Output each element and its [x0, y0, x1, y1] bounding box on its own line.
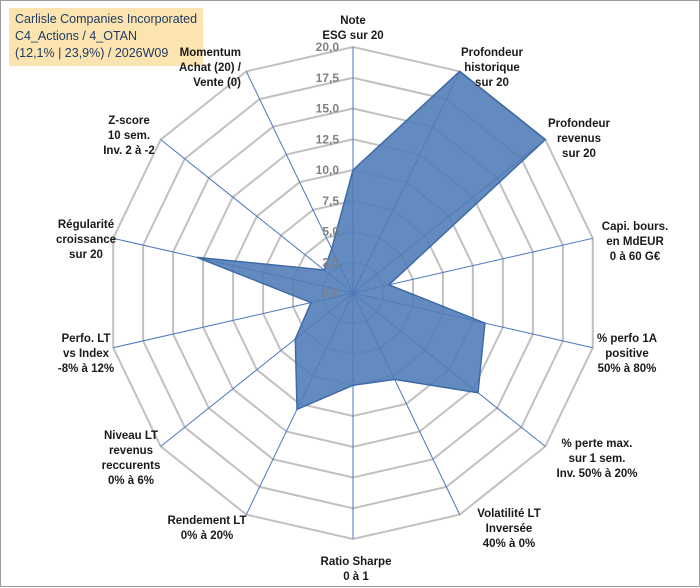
label-layer: Note ESG sur 20 Profondeur historique sur 20… — [56, 15, 668, 583]
axis-label: Niveau LT revenus reccurents 0% à 6% — [102, 430, 161, 487]
axis-label: % perte max. sur 1 sem. Inv. 50% à 20% — [557, 438, 638, 480]
series-polygon — [196, 70, 547, 411]
tick-label: 0,0 — [322, 286, 339, 300]
axis-label-line: Vente (0) — [193, 77, 241, 89]
axis-spoke — [160, 139, 354, 294]
series-layer — [196, 70, 547, 411]
axis-label-line: Inv. 2 à -2 — [103, 145, 155, 157]
axis-label-line: Z-score — [108, 115, 150, 127]
axis-label-line: 0% à 6% — [108, 475, 154, 487]
axis-label: Profondeur historique sur 20 — [461, 47, 523, 89]
axis-label: Ratio Sharpe 0 à 1 — [321, 556, 392, 583]
axis-label: Z-score 10 sem. Inv. 2 à -2 — [103, 115, 155, 157]
tick-label: 5,0 — [322, 225, 339, 239]
tick-label: 10,0 — [316, 163, 340, 177]
axis-label-line: Achat (20) / — [179, 62, 242, 74]
tick-layer: 0,0 2,5 5,0 7,5 10,0 12,5 15,0 17,5 20,0 — [316, 40, 340, 300]
axis-label-line: % perte max. — [562, 438, 633, 450]
axis-label-line: Note — [340, 15, 366, 27]
axis-label-line: Momentum — [180, 47, 241, 59]
axis-label-line: Régularité — [58, 219, 114, 231]
axis-label-line: 0 à 60 G€ — [610, 251, 661, 263]
title-line-1: Carlisle Companies Incorporated — [15, 12, 198, 26]
axis-label-line: Volatilité LT — [477, 508, 540, 520]
axis-label-line: -8% à 12% — [58, 363, 114, 375]
axis-label-line: 40% à 0% — [483, 538, 535, 550]
axis-label: % perfo 1A positive 50% à 80% — [597, 333, 657, 375]
axis-label-line: revenus — [109, 445, 153, 457]
axis-label-line: en MdEUR — [606, 236, 664, 248]
axis-label: Profondeur revenus sur 20 — [548, 118, 610, 160]
axis-label-line: 10 sem. — [108, 130, 150, 142]
tick-label: 7,5 — [322, 194, 339, 208]
chart-title-box: Carlisle Companies Incorporated C4_Actio… — [9, 8, 204, 66]
axis-label: Capi. bours. en MdEUR 0 à 60 G€ — [602, 221, 668, 263]
tick-label: 20,0 — [316, 40, 340, 54]
axis-label: Régularité croissance sur 20 — [56, 219, 116, 261]
tick-label: 12,5 — [316, 132, 340, 146]
axis-label-line: Inversée — [486, 523, 533, 535]
axis-label-line: 50% à 80% — [598, 363, 657, 375]
axis-label-line: sur 20 — [562, 148, 596, 160]
axis-label-line: ESG sur 20 — [322, 30, 383, 42]
axis-label-line: vs Index — [63, 348, 110, 360]
axis-label-line: reccurents — [102, 460, 161, 472]
axis-label-line: % perfo 1A — [597, 333, 657, 345]
axis-label-line: Ratio Sharpe — [321, 556, 392, 568]
title-line-3: (12,1% | 23,9%) / 2026W09 — [15, 46, 169, 60]
title-line-2: C4_Actions / 4_OTAN — [15, 29, 138, 43]
axis-label-line: Rendement LT — [167, 515, 246, 527]
axis-label: Rendement LT 0% à 20% — [167, 515, 246, 542]
tick-label: 2,5 — [322, 255, 339, 269]
axis-label-line: Profondeur — [461, 47, 523, 59]
axis-label-line: croissance — [56, 234, 116, 246]
axis-label-line: revenus — [557, 133, 601, 145]
axis-label-line: sur 1 sem. — [569, 453, 626, 465]
tick-label: 15,0 — [316, 102, 340, 116]
axis-spoke — [352, 237, 593, 294]
axis-label-line: positive — [605, 348, 648, 360]
axis-label-line: Capi. bours. — [602, 221, 668, 233]
axis-label: Volatilité LT Inversée 40% à 0% — [477, 508, 540, 550]
axis-label-line: Niveau LT — [104, 430, 158, 442]
axis-label-line: Inv. 50% à 20% — [557, 468, 638, 480]
axis-label: Perfo. LT vs Index -8% à 12% — [58, 333, 114, 375]
axis-label-line: 0% à 20% — [181, 530, 233, 542]
axis-label-line: sur 20 — [69, 249, 103, 261]
axis-label-line: 0 à 1 — [343, 571, 369, 583]
tick-label: 17,5 — [316, 71, 340, 85]
axis-label-line: historique — [464, 62, 520, 74]
axis-label-line: Profondeur — [548, 118, 610, 130]
axis-label-line: sur 20 — [475, 77, 509, 89]
axis-label-line: Perfo. LT — [62, 333, 111, 345]
axis-label: Momentum Achat (20) / Vente (0) — [179, 47, 242, 89]
axis-label: Note ESG sur 20 — [322, 15, 383, 42]
